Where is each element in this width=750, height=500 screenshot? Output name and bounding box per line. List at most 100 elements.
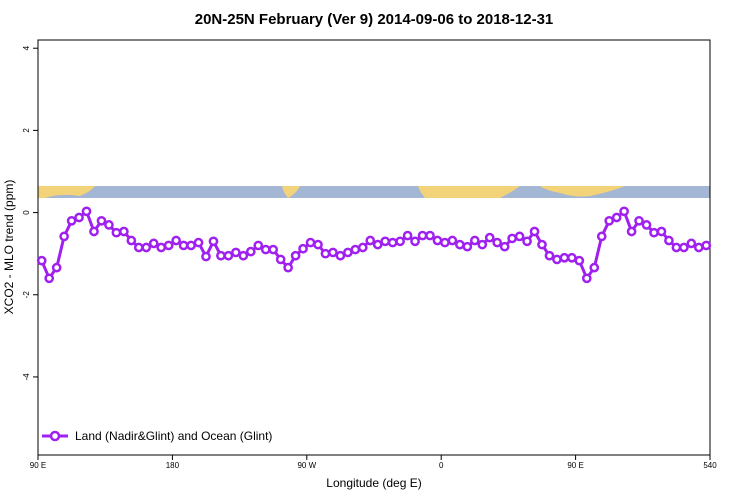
data-point: [626, 226, 637, 237]
legend-label: Land (Nadir&Glint) and Ocean (Glint): [75, 429, 272, 443]
data-point: [641, 220, 652, 230]
data-point: [260, 244, 271, 255]
y-axis-label: XCO2 - MLO trend (ppm): [2, 180, 16, 315]
data-point: [74, 212, 84, 223]
data-point: [395, 236, 405, 247]
data-point: [36, 255, 47, 266]
data-point: [552, 254, 562, 265]
data-point: [328, 247, 338, 258]
data-point: [163, 240, 174, 251]
data-point: [380, 236, 391, 247]
data-point: [686, 238, 697, 249]
data-point: [231, 247, 241, 258]
data-point: [51, 262, 62, 273]
x-tick-label: 90 E: [30, 461, 46, 470]
data-point: [529, 226, 540, 237]
data-point: [596, 231, 607, 242]
data-point: [693, 242, 704, 253]
data-point: [537, 239, 547, 250]
y-tick-label: -2: [22, 291, 31, 299]
data-point: [469, 235, 480, 246]
legend: Land (Nadir&Glint) and Ocean (Glint): [42, 429, 272, 443]
data-point: [104, 220, 114, 230]
y-tick-label: 0: [22, 210, 31, 215]
data-point: [522, 236, 532, 247]
data-point: [335, 250, 346, 261]
data-point: [171, 235, 181, 246]
data-point: [619, 206, 629, 217]
data-point: [193, 237, 204, 248]
data-point: [59, 231, 69, 242]
data-point: [119, 226, 129, 237]
data-point: [671, 242, 682, 253]
chart-title: 20N-25N February (Ver 9) 2014-09-06 to 2…: [195, 11, 554, 28]
x-tick-label: 90 E: [567, 461, 583, 470]
data-point: [223, 250, 234, 261]
data-point: [574, 255, 585, 266]
map-strip: [38, 186, 710, 198]
y-tick-label: 4: [22, 45, 31, 50]
data-point: [81, 206, 92, 217]
y-tick-label: 2: [22, 128, 31, 133]
data-point: [514, 231, 525, 242]
data-point: [455, 239, 465, 250]
data-point: [216, 250, 226, 261]
data-point: [208, 236, 219, 247]
data-point: [365, 235, 376, 246]
data-point: [313, 239, 323, 250]
data-point: [567, 252, 577, 263]
data-point: [126, 235, 137, 246]
data-point: [44, 273, 55, 284]
data-point: [283, 262, 293, 273]
data-point: [410, 236, 420, 247]
data-point: [417, 230, 428, 241]
x-tick-label: 0: [439, 461, 444, 470]
data-point: [66, 215, 77, 226]
data-point: [604, 215, 615, 226]
data-point: [499, 241, 510, 252]
data-point: [320, 248, 331, 259]
data-point: [634, 215, 644, 226]
data-point: [343, 247, 353, 258]
data-point: [372, 239, 383, 250]
data-point: [387, 237, 398, 248]
data-point: [649, 227, 659, 238]
data-point: [148, 238, 159, 249]
data-point: [477, 239, 488, 250]
data-point: [350, 244, 361, 255]
x-axis-label: Longitude (deg E): [326, 476, 421, 490]
data-point: [133, 242, 144, 253]
data-point: [111, 227, 122, 238]
y-tick-label: -4: [22, 373, 31, 381]
data-point: [275, 254, 286, 265]
data-point: [305, 237, 316, 248]
data-point: [402, 230, 413, 241]
data-point: [559, 252, 570, 263]
data-point: [440, 237, 450, 248]
data-point: [492, 237, 503, 248]
data-point: [425, 230, 435, 241]
data-point: [89, 226, 99, 237]
data-point: [245, 246, 256, 257]
data-point: [589, 262, 600, 273]
data-point: [238, 250, 249, 261]
data-point: [96, 215, 107, 226]
data-point: [664, 235, 674, 246]
data-point: [156, 242, 167, 253]
data-point: [544, 250, 555, 261]
data-point: [679, 242, 689, 253]
data-point: [656, 226, 667, 237]
data-point: [186, 240, 196, 251]
x-tick-label: 90 W: [297, 461, 316, 470]
data-point: [611, 212, 622, 223]
data-point: [141, 242, 152, 253]
data-point: [507, 233, 517, 244]
legend-marker: [49, 430, 61, 442]
data-point: [298, 243, 308, 254]
data-point: [484, 232, 495, 243]
data-point: [268, 244, 279, 255]
data-point: [701, 240, 712, 251]
data-point: [447, 235, 458, 246]
x-tick-label: 180: [166, 461, 180, 470]
